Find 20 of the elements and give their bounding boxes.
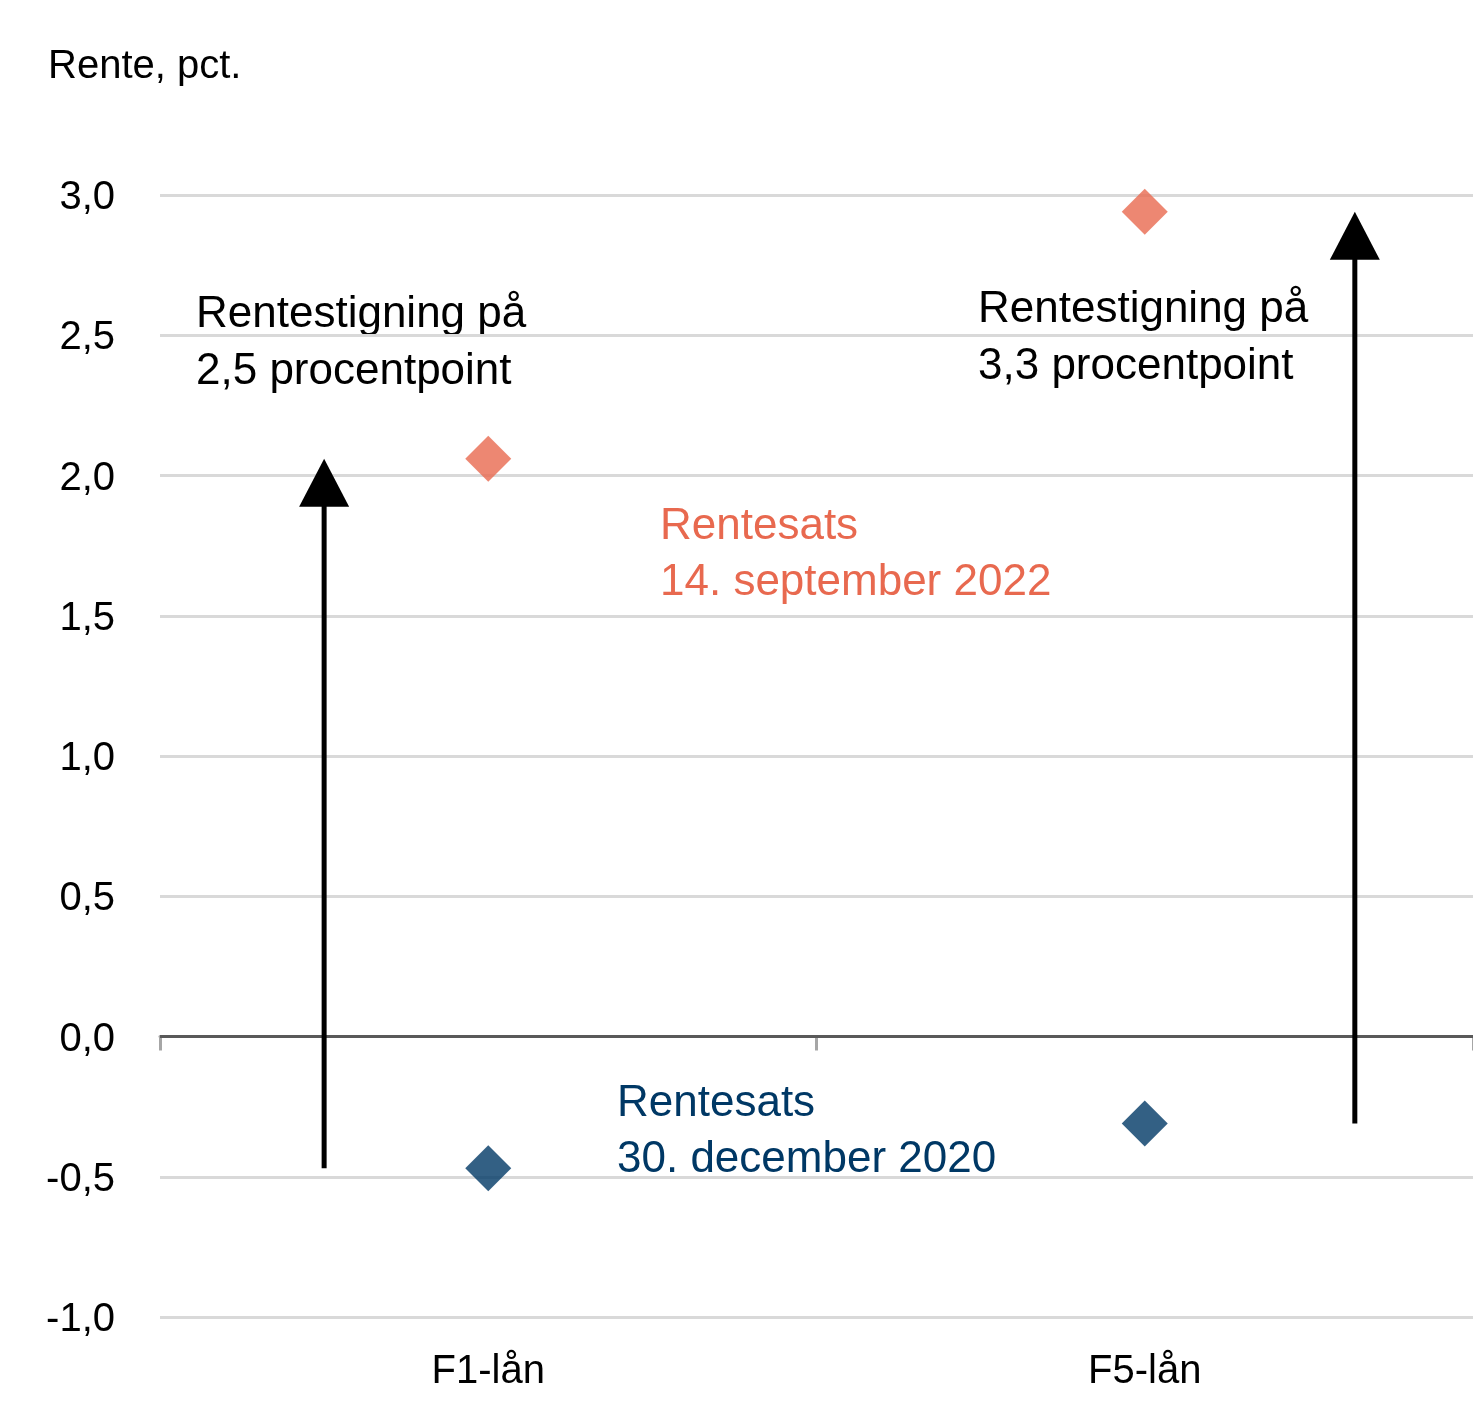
x-tick-label: F5-lån: [1088, 1347, 1202, 1391]
y-axis-title: Rente, pct.: [48, 42, 242, 86]
point: [1121, 188, 1168, 235]
y-tick-label: 3,0: [59, 173, 115, 217]
x-tick-label: F1-lån: [431, 1347, 545, 1391]
text: Rentesats 30. december 2020: [617, 1075, 997, 1181]
text: Rentesats 14. september 2022: [660, 498, 1052, 604]
annotation: Rentestigning på 2,5 procentpoint: [196, 287, 527, 393]
point: [1121, 1100, 1168, 1147]
annotation: Rentestigning på 3,3 procentpoint: [978, 282, 1309, 388]
point: [465, 435, 512, 482]
y-tick-label: 0,5: [59, 874, 115, 919]
y-tick-label: 1,5: [59, 593, 115, 638]
y-tick-label: 2,0: [59, 453, 115, 498]
y-tick-label: -0,5: [46, 1154, 115, 1199]
y-tick-label: 1,0: [59, 734, 115, 778]
point: [465, 1145, 512, 1192]
y-tick-label: -1,0: [46, 1295, 115, 1339]
y-tick-label: 0,0: [59, 1014, 115, 1059]
y-tick-label: 2,5: [59, 313, 115, 358]
